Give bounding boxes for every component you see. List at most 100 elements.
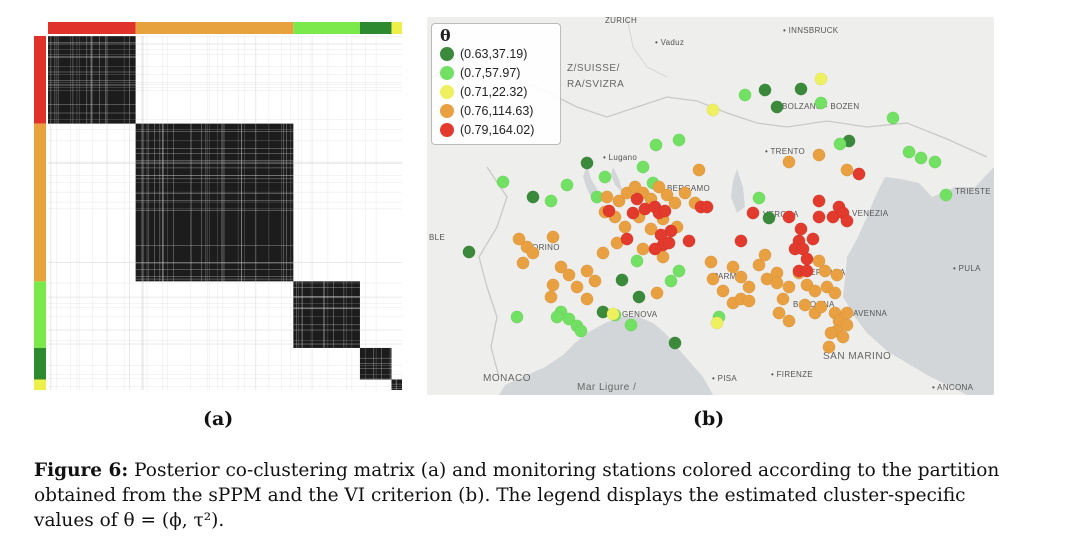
station-marker: [776, 292, 790, 306]
subfigure-label-a: (a): [203, 408, 234, 430]
station-marker: [822, 340, 836, 354]
station-marker: [632, 290, 646, 304]
co-clustering-matrix: [34, 22, 402, 390]
subfigure-label-b: (b): [693, 408, 725, 430]
legend-title: θ: [440, 26, 451, 45]
map-place-label: GENOVA: [622, 310, 658, 319]
station-marker: [662, 236, 676, 250]
station-marker: [824, 326, 838, 340]
station-marker: [830, 268, 844, 282]
station-marker: [782, 280, 796, 294]
map-place-label: BLE: [429, 233, 445, 242]
station-marker: [626, 206, 640, 220]
station-marker: [574, 324, 588, 338]
station-marker: [648, 242, 662, 256]
cluster-bar-left: [34, 36, 46, 124]
station-marker: [562, 268, 576, 282]
station-marker: [772, 306, 786, 320]
cluster-bar-top: [359, 22, 392, 34]
station-marker: [588, 274, 602, 288]
station-marker: [630, 254, 644, 268]
station-marker: [649, 138, 663, 152]
station-marker: [794, 82, 808, 96]
station-marker: [738, 88, 752, 102]
station-map: ZURICH • Vaduz • INNSBRUCK Z/SUISSE/RA/SVIZ…: [427, 17, 994, 395]
map-legend: θ (0.63,37.19) (0.7,57.97) (0.71,22.32) …: [431, 23, 561, 145]
map-place-label: • Lugano: [603, 153, 637, 162]
map-place-label: RAVENNA: [847, 309, 888, 318]
legend-item: (0.71,22.32): [440, 84, 527, 100]
station-marker: [762, 211, 776, 225]
station-marker: [462, 245, 476, 259]
legend-label: (0.63,37.19): [460, 47, 528, 61]
station-marker: [615, 273, 629, 287]
station-marker: [692, 163, 706, 177]
station-marker: [606, 307, 620, 321]
station-marker: [704, 255, 718, 269]
map-place-label: Mar Ligure /: [577, 382, 636, 393]
station-marker: [812, 148, 826, 162]
map-place-label: ZURICH: [605, 17, 637, 25]
station-marker: [652, 180, 666, 194]
cluster-bar-left: [34, 123, 46, 282]
station-marker: [902, 145, 916, 159]
station-marker: [812, 194, 826, 208]
legend-swatch: [440, 123, 454, 137]
legend-label: (0.79,164.02): [460, 123, 535, 137]
map-place-label: TORINO: [527, 243, 560, 252]
legend-label: (0.7,57.97): [460, 66, 521, 80]
station-marker: [544, 194, 558, 208]
station-marker: [726, 260, 740, 274]
station-marker: [546, 278, 560, 292]
map-place-label: • ANCONA: [932, 383, 974, 392]
station-marker: [770, 276, 784, 290]
legend-swatch: [440, 47, 454, 61]
station-marker: [746, 206, 760, 220]
station-marker: [672, 264, 686, 278]
map-place-label: • Vaduz: [655, 38, 684, 47]
station-marker: [814, 300, 828, 314]
map-place-label: VERONA: [763, 210, 799, 219]
station-marker: [800, 252, 814, 266]
station-marker: [618, 220, 632, 234]
station-marker: [544, 290, 558, 304]
station-marker: [630, 192, 644, 206]
station-marker: [546, 230, 560, 244]
station-marker: [516, 256, 530, 270]
map-place-label: • PULA: [953, 264, 981, 273]
map-place-label: • PISA: [712, 374, 737, 383]
station-marker: [620, 232, 634, 246]
figure-caption: Figure 6: Posterior co-clustering matrix…: [34, 458, 1014, 533]
station-marker: [828, 286, 842, 300]
legend-item: (0.7,57.97): [440, 65, 520, 81]
legend-label: (0.76,114.63): [460, 104, 534, 118]
legend-item: (0.76,114.63): [440, 103, 533, 119]
legend-item: (0.63,37.19): [440, 46, 527, 62]
station-marker: [840, 214, 854, 228]
cluster-bar-top: [135, 22, 294, 34]
caption-prefix: Figure 6:: [34, 460, 129, 481]
station-marker: [668, 196, 682, 210]
station-marker: [770, 100, 784, 114]
station-marker: [706, 103, 720, 117]
cluster-bar-left: [34, 347, 46, 380]
station-marker: [794, 222, 808, 236]
station-marker: [660, 188, 674, 202]
cluster-block: [293, 281, 360, 348]
legend-swatch: [440, 85, 454, 99]
legend-label: (0.71,22.32): [460, 85, 528, 99]
map-place-label: • TRENTO: [765, 147, 805, 156]
legend-swatch: [440, 104, 454, 118]
station-marker: [812, 210, 826, 224]
station-marker: [496, 175, 510, 189]
station-marker: [939, 188, 953, 202]
cluster-block: [135, 123, 294, 282]
station-marker: [682, 234, 696, 248]
station-marker: [840, 163, 854, 177]
station-marker: [734, 234, 748, 248]
station-marker: [833, 137, 847, 151]
map-place-label: BOLOGNA: [793, 300, 835, 309]
map-place-label: Z/SUISSE/: [567, 63, 620, 74]
station-marker: [612, 194, 626, 208]
station-marker: [928, 155, 942, 169]
